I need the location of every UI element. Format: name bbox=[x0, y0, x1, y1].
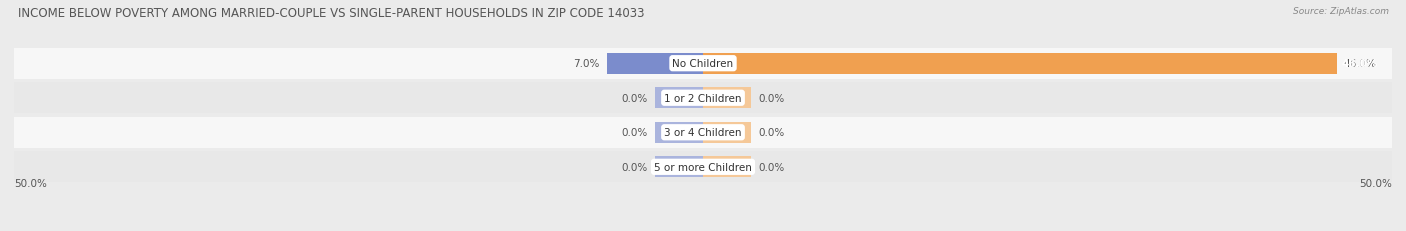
Bar bbox=[14, 49, 1392, 79]
Text: 46.0%: 46.0% bbox=[1341, 59, 1378, 69]
Bar bbox=[606, 53, 703, 75]
Bar bbox=[655, 88, 703, 109]
Text: 50.0%: 50.0% bbox=[1360, 178, 1392, 188]
Bar bbox=[655, 156, 703, 178]
Bar bbox=[14, 117, 1392, 148]
Text: 0.0%: 0.0% bbox=[621, 162, 648, 172]
Bar bbox=[703, 156, 751, 178]
Text: 0.0%: 0.0% bbox=[758, 128, 785, 138]
Text: 5 or more Children: 5 or more Children bbox=[654, 162, 752, 172]
Text: 0.0%: 0.0% bbox=[621, 128, 648, 138]
Text: Source: ZipAtlas.com: Source: ZipAtlas.com bbox=[1294, 7, 1389, 16]
Bar bbox=[703, 88, 751, 109]
Text: 1 or 2 Children: 1 or 2 Children bbox=[664, 93, 742, 103]
Bar bbox=[703, 53, 1337, 75]
Text: 0.0%: 0.0% bbox=[621, 93, 648, 103]
Text: 0.0%: 0.0% bbox=[758, 162, 785, 172]
Bar bbox=[703, 122, 751, 143]
Bar bbox=[655, 122, 703, 143]
Text: 46.0%: 46.0% bbox=[1344, 59, 1376, 69]
Text: No Children: No Children bbox=[672, 59, 734, 69]
Text: INCOME BELOW POVERTY AMONG MARRIED-COUPLE VS SINGLE-PARENT HOUSEHOLDS IN ZIP COD: INCOME BELOW POVERTY AMONG MARRIED-COUPL… bbox=[18, 7, 645, 20]
Bar bbox=[14, 83, 1392, 114]
Text: 7.0%: 7.0% bbox=[574, 59, 599, 69]
Bar bbox=[14, 152, 1392, 182]
Text: 3 or 4 Children: 3 or 4 Children bbox=[664, 128, 742, 138]
Text: 50.0%: 50.0% bbox=[14, 178, 46, 188]
Text: 0.0%: 0.0% bbox=[758, 93, 785, 103]
